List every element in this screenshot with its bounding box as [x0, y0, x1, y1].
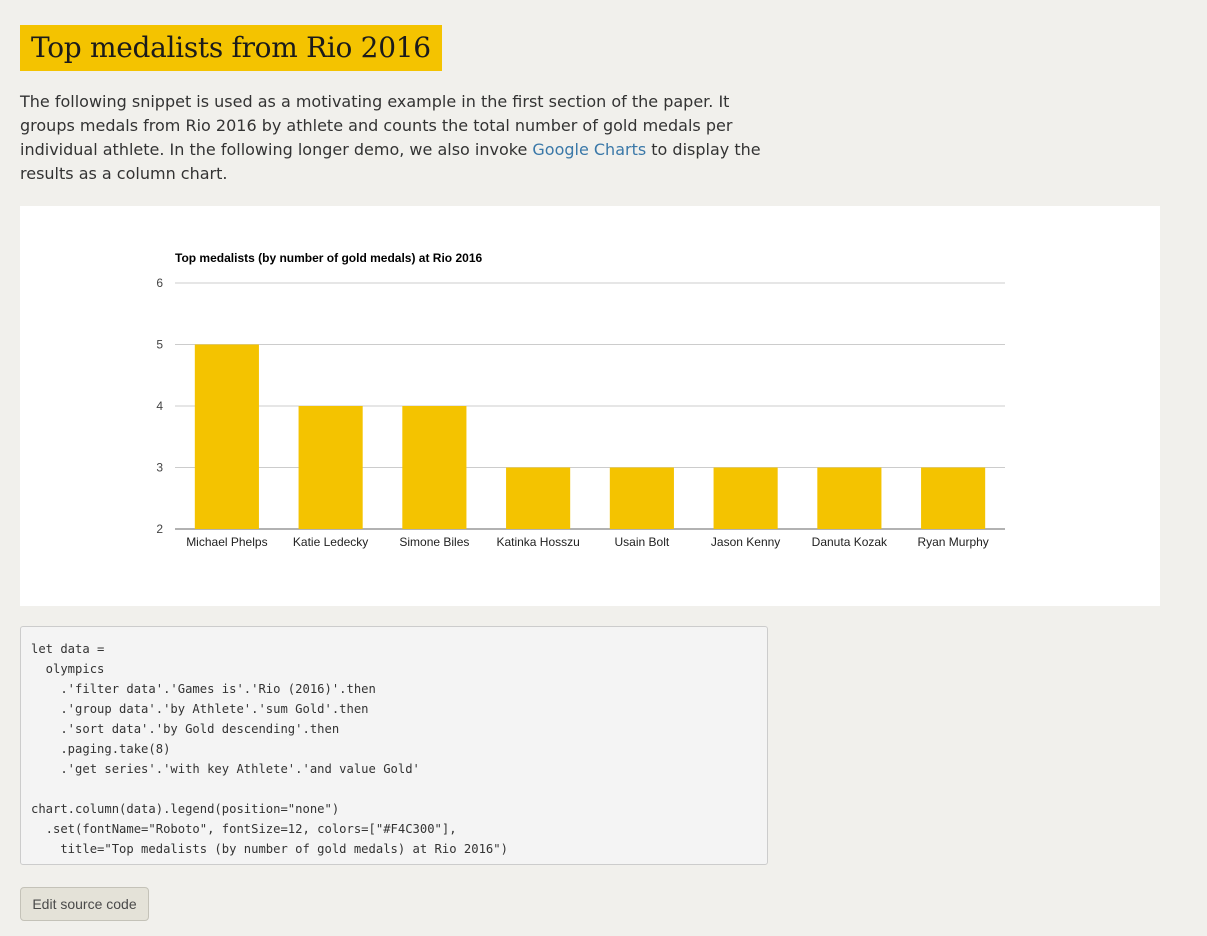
code-line: .'sort data'.'by Gold descending'.then [31, 722, 340, 736]
code-line: chart.column(data).legend(position="none… [31, 802, 340, 816]
bar[interactable] [817, 467, 882, 530]
code-line: title="Top medalists (by number of gold … [31, 842, 508, 856]
code-line: .'group data'.'by Athlete'.'sum Gold'.th… [31, 702, 369, 716]
axis-labels: 6 5 4 3 2 Michael Phelps Katie Ledecky Simone B… [156, 276, 989, 549]
code-line: .'get series'.'with key Athlete'.'and va… [31, 762, 420, 776]
google-charts-link[interactable]: Google Charts [532, 140, 647, 159]
x-tick-label: Usain Bolt [615, 535, 670, 549]
x-tick-label: Katie Ledecky [293, 535, 368, 549]
code-line: .paging.take(8) [31, 742, 171, 756]
x-tick-label: Simone Biles [399, 535, 469, 549]
code-block[interactable]: let data = olympics .'filter data'.'Game… [20, 626, 768, 865]
code-line: olympics [31, 662, 105, 676]
code-line: .'filter data'.'Games is'.'Rio (2016)'.t… [31, 682, 376, 696]
y-tick-label: 5 [156, 338, 163, 352]
bar[interactable] [609, 467, 674, 530]
y-tick-label: 3 [156, 461, 163, 475]
page-title: Top medalists from Rio 2016 [20, 25, 442, 71]
bar[interactable] [506, 467, 571, 530]
x-tick-label: Danuta Kozak [812, 535, 888, 549]
x-tick-label: Katinka Hosszu [496, 535, 579, 549]
x-tick-label: Jason Kenny [711, 535, 780, 549]
column-chart: Top medalists (by number of gold medals)… [156, 251, 1005, 549]
intro-text-before-link: The following snippet is used as a motiv… [20, 92, 733, 159]
bar[interactable] [402, 406, 467, 529]
x-tick-label: Ryan Murphy [917, 535, 988, 549]
bar[interactable] [298, 406, 363, 529]
code-line [31, 779, 757, 799]
y-tick-label: 2 [156, 522, 163, 536]
code-line: .set(fontName="Roboto", fontSize=12, col… [31, 822, 457, 836]
y-tick-label: 4 [156, 399, 163, 413]
intro-paragraph: The following snippet is used as a motiv… [20, 90, 765, 186]
bar[interactable] [713, 467, 778, 530]
bar[interactable] [194, 344, 259, 530]
x-tick-label: Michael Phelps [186, 535, 267, 549]
code-line: let data = [31, 642, 105, 656]
edit-source-code-button[interactable]: Edit source code [20, 887, 149, 921]
y-tick-label: 6 [156, 276, 163, 290]
intro-text-after-link: to display the results as a column chart… [20, 140, 761, 183]
chart-title: Top medalists (by number of gold medals)… [175, 251, 482, 265]
bars [194, 344, 986, 530]
chart-card: Top medalists (by number of gold medals)… [20, 206, 1160, 606]
bar[interactable] [921, 467, 986, 530]
